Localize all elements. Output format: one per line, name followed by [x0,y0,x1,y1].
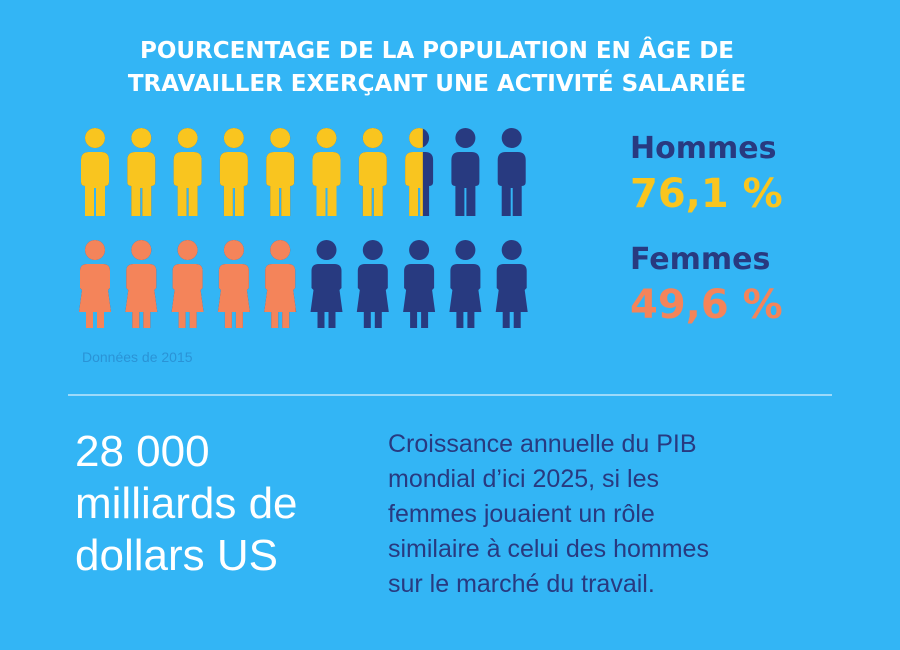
icon-rest [356,240,389,328]
icon-rest [449,240,482,328]
icon-body [497,152,526,216]
icon-head [270,128,291,148]
icon-head [362,128,383,148]
icon-body [403,264,436,328]
icon-head [316,128,337,148]
icon-filled [219,128,248,216]
icon-filled [81,128,109,216]
icon-filled [173,128,202,216]
title-line: POURCENTAGE DE LA POPULATION EN ÂGE DE [140,36,734,64]
title-line: TRAVAILLER EXERÇANT UNE ACTIVITÉ SALARIÉ… [128,69,746,97]
stat-line: 28 000 [75,427,210,476]
legend-name: Femmes [630,242,770,277]
icon-filled [312,128,341,216]
icon-head [270,240,291,260]
icon-body [495,264,528,328]
stat-line: dollars US [75,531,278,580]
icon-filled [266,128,295,216]
icon-rest [451,128,480,216]
description-line: mondial d’ici 2025, si les [388,465,659,493]
icon-body [219,152,248,216]
description-line: similaire à celui des hommes [388,535,709,563]
icon-filled [405,128,423,216]
note: Données de 2015 [82,349,193,365]
icon-body [125,264,158,328]
icon-rest [495,240,528,328]
value-label: 76,1 % [630,171,783,217]
icon-head [85,128,105,148]
icon-head [455,128,476,148]
icon-head [501,128,522,148]
icon-filled [358,128,387,216]
icon-body [358,152,387,216]
stat-line: milliards de [75,479,298,528]
icon-body [451,152,480,216]
icon-head [223,240,244,260]
icon-filled [125,240,158,328]
icon-head [409,128,423,148]
icon-filled [127,128,156,216]
icon-rest [497,128,526,216]
icon-head [455,240,476,260]
icon-head [85,240,105,260]
icon-rest [310,240,343,328]
description-line: sur le marché du travail. [388,570,655,598]
icon-filled [264,240,296,328]
icon-head [177,128,198,148]
value-label: 49,6 % [630,282,783,328]
icon-head [131,240,152,260]
icon-head [362,240,383,260]
icon-body [81,152,109,216]
icon-body [312,152,341,216]
icon-filled [217,240,250,328]
icon-head [131,128,152,148]
icon-head [501,240,522,260]
icon-body [171,264,204,328]
description-line: Croissance annuelle du PIB [388,430,697,458]
icon-head [223,128,244,148]
icon-body [79,264,111,328]
icon-filled [79,240,111,328]
legend-name: Hommes [630,131,776,166]
icon-body [405,152,423,216]
icon-rest [403,240,436,328]
icon-body [449,264,482,328]
description-line: femmes jouaient un rôle [388,500,655,528]
icon-body [310,264,343,328]
icon-body [173,152,202,216]
icon-body [266,152,295,216]
icon-filled [171,240,204,328]
icon-head [177,240,198,260]
icon-body [356,264,389,328]
icon-body [264,264,296,328]
icon-body [127,152,156,216]
icon-body [217,264,250,328]
icon-head [316,240,337,260]
icon-head [409,240,430,260]
